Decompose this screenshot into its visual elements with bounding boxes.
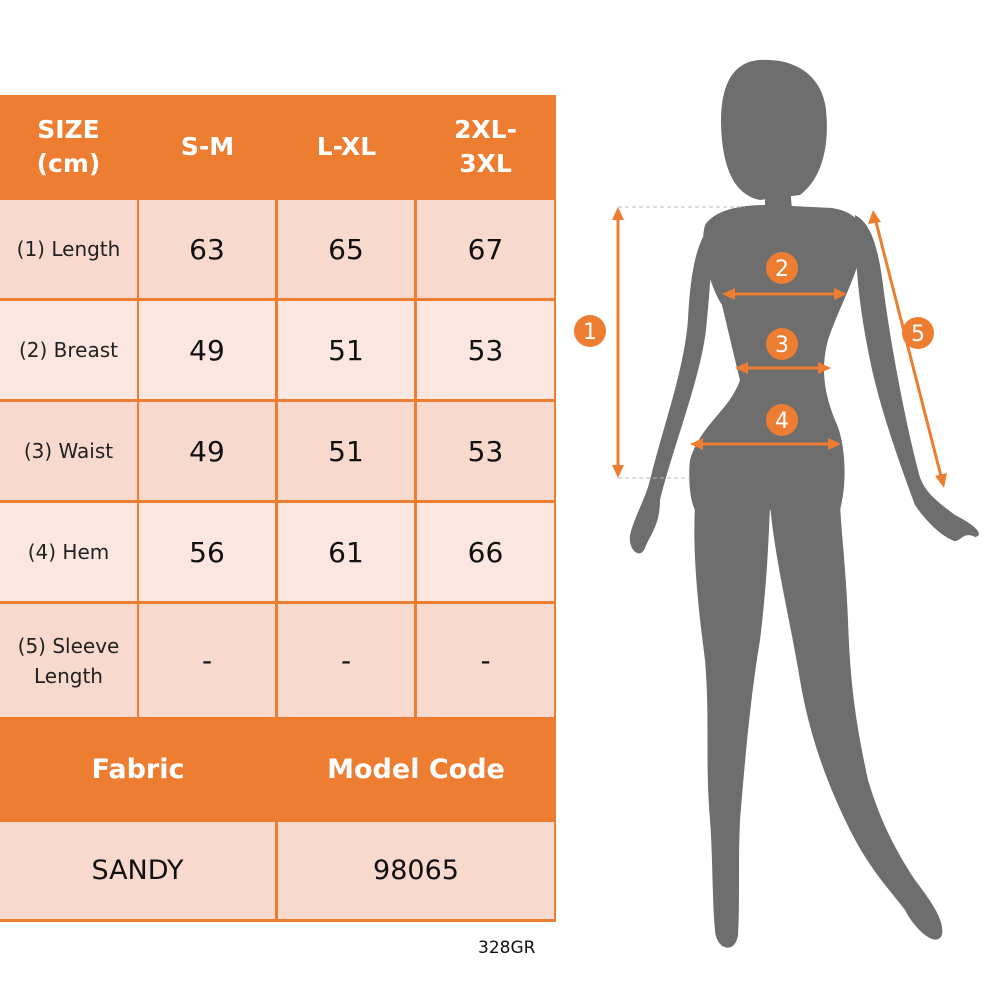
measurement-arrows (612, 207, 947, 488)
size-value-cell: - (139, 604, 275, 717)
size-value-cell: 51 (278, 402, 414, 500)
size-value-cell: 61 (278, 503, 414, 601)
size-value-cell: 51 (278, 301, 414, 399)
header-2xl-3xl: 2XL- 3XL (417, 95, 554, 198)
header-l-xl: L-XL (278, 95, 415, 198)
marker-4: 4 (775, 409, 789, 434)
size-value-cell: 56 (139, 503, 275, 601)
marker-5-icon (902, 317, 934, 349)
row-label: (5) Sleeve Length (0, 604, 137, 717)
fabric-value: SANDY (0, 822, 275, 919)
marker-1-icon (574, 315, 606, 347)
marker-3: 3 (775, 333, 789, 358)
marker-3-icon (766, 328, 798, 360)
marker-1: 1 (583, 320, 597, 345)
header-s-m: S-M (139, 95, 276, 198)
size-value-cell: 49 (139, 301, 275, 399)
measurement-markers: 1 2 3 4 5 (574, 252, 934, 436)
row-label: (4) Hem (0, 503, 137, 601)
marker-4-icon (766, 404, 798, 436)
size-value-cell: - (278, 604, 414, 717)
size-value-cell: 49 (139, 402, 275, 500)
silhouette-figure (629, 59, 979, 948)
marker-2-icon (766, 252, 798, 284)
sleeve-arrow (873, 217, 944, 481)
size-value-cell: 67 (417, 200, 554, 298)
header-size-unit: SIZE (cm) (0, 95, 137, 198)
size-value-cell: 66 (417, 503, 554, 601)
model-code-header: Model Code (278, 719, 554, 820)
model-code-value: 98065 (278, 822, 554, 919)
size-value-cell: - (417, 604, 554, 717)
fabric-header: Fabric (0, 719, 276, 820)
row-label: (1) Length (0, 200, 137, 298)
marker-5: 5 (911, 322, 925, 347)
size-value-cell: 65 (278, 200, 414, 298)
size-value-cell: 63 (139, 200, 275, 298)
marker-2: 2 (775, 257, 789, 282)
product-code: 328GR (478, 938, 536, 958)
row-label: (3) Waist (0, 402, 137, 500)
row-label: (2) Breast (0, 301, 137, 399)
body-silhouette: 1 2 3 4 5 (574, 59, 979, 948)
size-value-cell: 53 (417, 301, 554, 399)
size-value-cell: 53 (417, 402, 554, 500)
